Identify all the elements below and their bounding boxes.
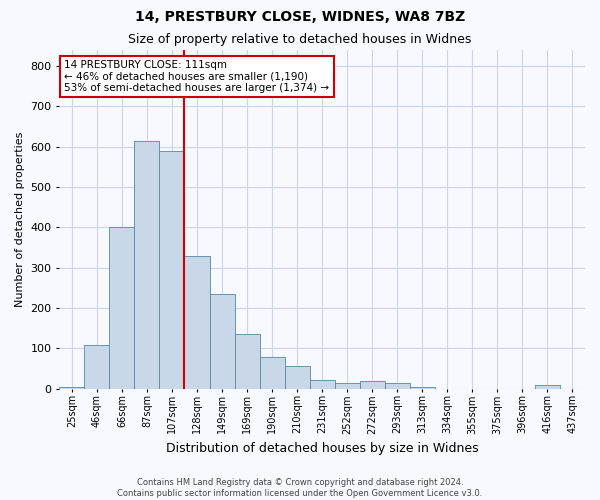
Text: Size of property relative to detached houses in Widnes: Size of property relative to detached ho…: [128, 32, 472, 46]
Bar: [410, 387, 435, 388]
X-axis label: Distribution of detached houses by size in Widnes: Distribution of detached houses by size …: [166, 442, 478, 455]
Bar: [310, 380, 335, 388]
Bar: [535, 386, 560, 388]
Bar: [385, 384, 410, 388]
Bar: [284, 366, 310, 388]
Text: Contains HM Land Registry data © Crown copyright and database right 2024.
Contai: Contains HM Land Registry data © Crown c…: [118, 478, 482, 498]
Bar: [85, 345, 109, 389]
Bar: [59, 386, 85, 388]
Bar: [160, 151, 184, 388]
Bar: [209, 294, 235, 388]
Bar: [235, 334, 260, 388]
Text: 14, PRESTBURY CLOSE, WIDNES, WA8 7BZ: 14, PRESTBURY CLOSE, WIDNES, WA8 7BZ: [135, 10, 465, 24]
Bar: [184, 256, 209, 388]
Text: 14 PRESTBURY CLOSE: 111sqm
← 46% of detached houses are smaller (1,190)
53% of s: 14 PRESTBURY CLOSE: 111sqm ← 46% of deta…: [64, 60, 329, 94]
Bar: [260, 357, 284, 388]
Bar: [360, 382, 385, 388]
Bar: [134, 140, 160, 388]
Y-axis label: Number of detached properties: Number of detached properties: [15, 132, 25, 307]
Bar: [335, 384, 360, 388]
Bar: [109, 226, 134, 388]
